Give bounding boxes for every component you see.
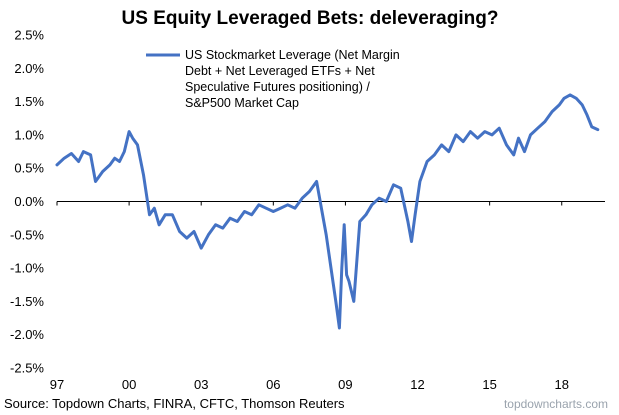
y-tick-label: -2.0% [10, 327, 44, 342]
x-tick-label: 00 [122, 377, 136, 392]
y-tick-label: -1.5% [10, 294, 44, 309]
y-tick-label: -0.5% [10, 227, 44, 242]
x-tick-label: 06 [266, 377, 280, 392]
series-group [55, 93, 600, 330]
y-axis-tick-labels: 2.5% 2.0% 1.5% 1.0% 0.5% 0.0% -0.5% -1.0% -1.5% -… [10, 28, 44, 376]
y-tick-label: 2.0% [14, 61, 44, 76]
legend-line-2: Debt + Net Leveraged ETFs + Net [185, 64, 375, 78]
legend-line-3: Speculative Futures positioning) / [185, 80, 370, 94]
watermark: topdowncharts.com [504, 397, 608, 411]
legend-line-1: US Stockmarket Leverage (Net Margin [185, 48, 400, 62]
legend: US Stockmarket Leverage (Net Margin Debt… [146, 48, 400, 110]
x-tick-label: 09 [338, 377, 352, 392]
x-tick-label: 03 [194, 377, 208, 392]
y-tick-label: -2.5% [10, 361, 44, 376]
source-note: Source: Topdown Charts, FINRA, CFTC, Tho… [4, 396, 345, 411]
y-tick-label: 2.5% [14, 28, 44, 43]
y-tick-label: 0.5% [14, 161, 44, 176]
y-tick-label: -1.0% [10, 261, 44, 276]
series-line [55, 93, 600, 330]
legend-line-4: S&P500 Market Cap [185, 96, 299, 110]
x-tick-label: 18 [555, 377, 569, 392]
chart-title: US Equity Leveraged Bets: deleveraging? [122, 8, 499, 29]
x-axis-tick-marks [56, 201, 563, 206]
x-tick-label: 12 [410, 377, 424, 392]
y-tick-label: 0.0% [14, 194, 44, 209]
x-tick-label: 97 [50, 377, 64, 392]
y-tick-label: 1.0% [14, 127, 44, 142]
x-tick-label: 15 [482, 377, 496, 392]
y-tick-label: 1.5% [14, 94, 44, 109]
x-axis-tick-labels: 97 00 03 06 09 12 15 18 [50, 377, 569, 392]
